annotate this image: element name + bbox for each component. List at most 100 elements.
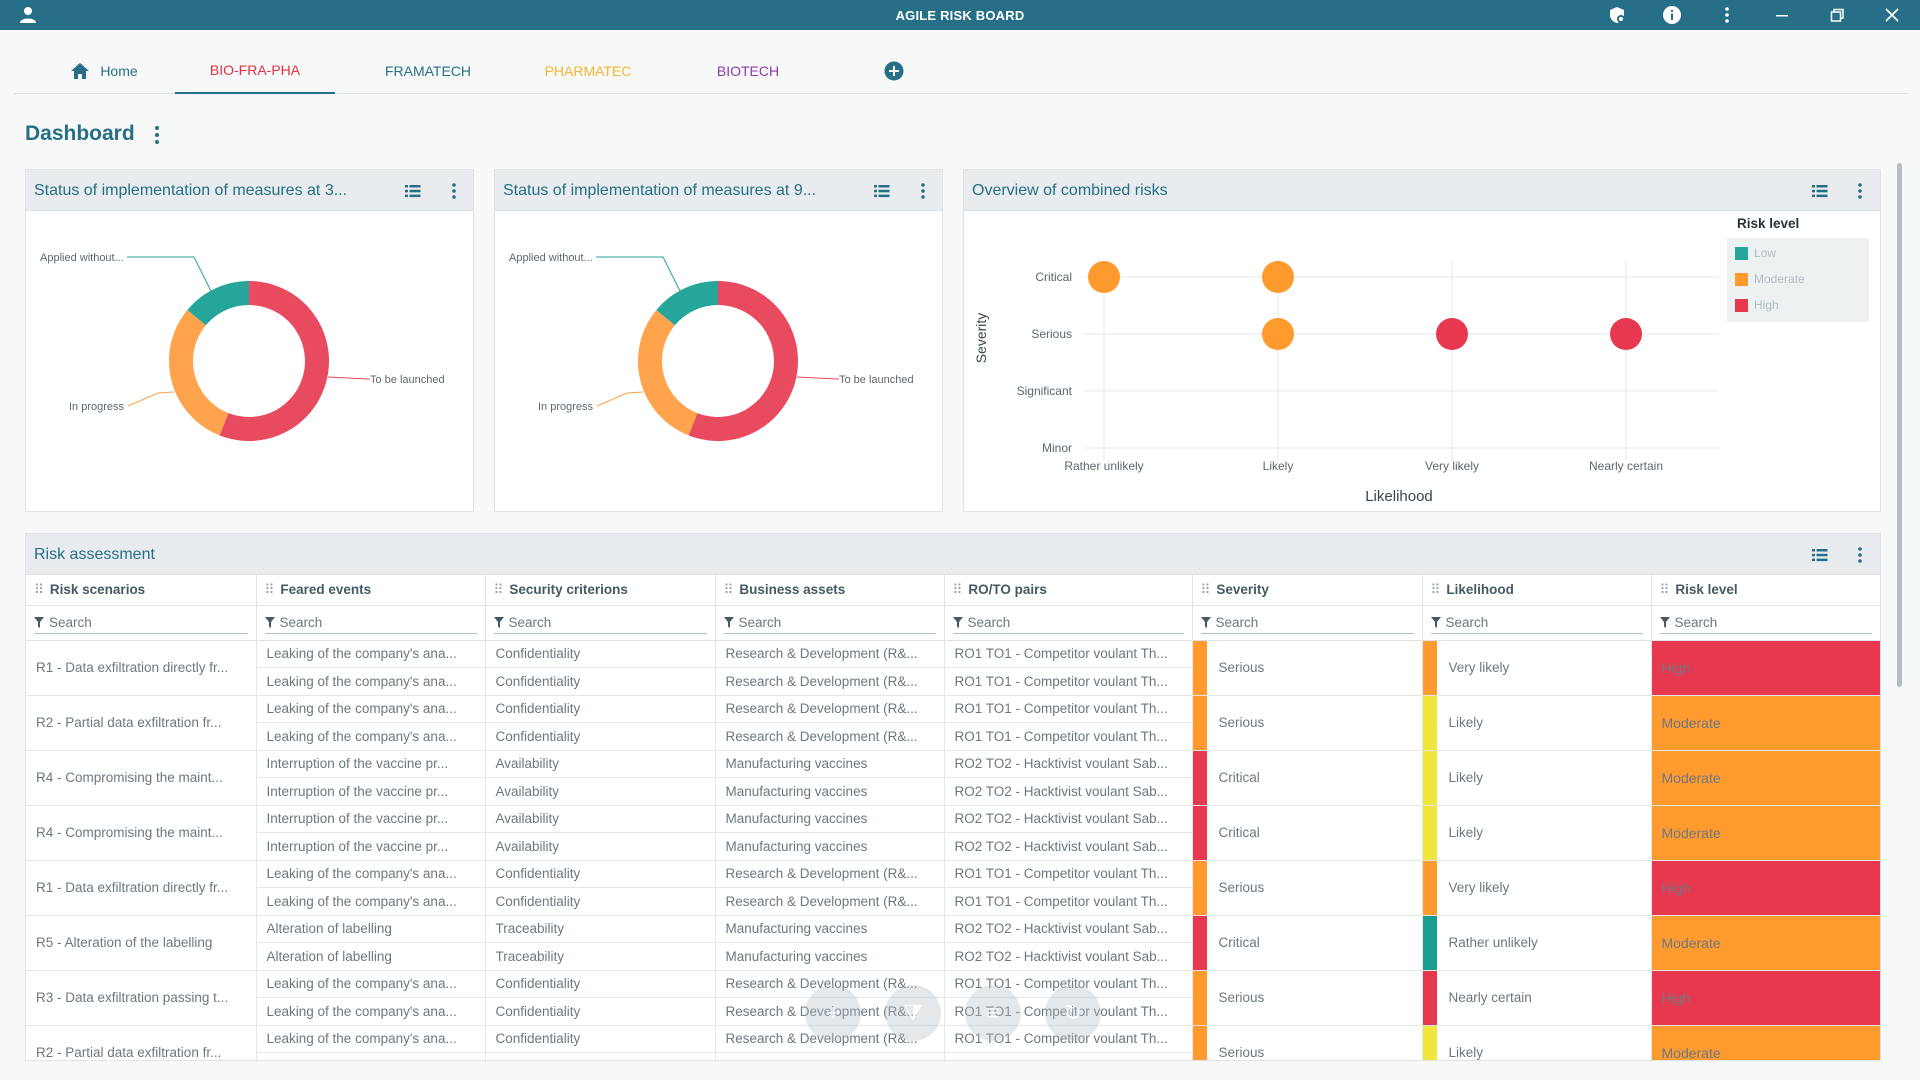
column-header[interactable]: ⠿ RO/TO pairs [944,575,1193,606]
feared-event-cell[interactable]: Leaking of the company's ana... [256,997,486,1026]
table-row[interactable]: R4 - Compromising the maint... Interrupti… [26,805,1880,861]
table-row[interactable]: Leaking of the company's ana...Confident… [26,1052,1880,1060]
risk-bubble[interactable] [1436,318,1468,350]
ro-to-pair-cell[interactable]: RO2 TO2 - Hacktivist voulant Sab... [944,832,1193,861]
table-row[interactable]: Alteration of labelling Traceability Manuf… [26,942,1880,971]
column-header[interactable]: ⠿ Severity [1192,575,1423,606]
search-input[interactable]: Search [264,612,477,634]
risk-scenario-cell[interactable]: R2 - Partial data exfiltration fr... [26,695,257,751]
fab-refresh[interactable]: ↻ [1045,985,1101,1041]
feared-event-cell[interactable]: Interruption of the vaccine pr... [256,750,486,778]
legend-item[interactable]: High [1735,298,1779,312]
ro-to-pair-cell[interactable]: RO1 TO1 - Competitor voulant Th... [944,997,1193,1026]
ro-to-pair-cell[interactable]: RO1 TO1 - Competitor voulant Th... [944,640,1193,668]
likelihood-cell[interactable]: Likely [1422,695,1652,751]
feared-event-cell[interactable]: Leaking of the company's ana... [256,695,486,723]
feared-event-cell[interactable]: Leaking of the company's ana... [256,667,486,696]
risk-scenario-cell[interactable]: R1 - Data exfiltration directly fr... [26,640,257,696]
likelihood-cell[interactable]: Likely [1422,805,1652,861]
more-vertical-icon[interactable] [913,181,933,201]
feared-event-cell[interactable]: Leaking of the company's ana... [256,887,486,916]
risk-level-cell[interactable]: High [1651,970,1880,1026]
security-criterion-cell[interactable]: Confidentiality [485,722,716,751]
table-row[interactable]: R1 - Data exfiltration directly fr... Lea… [26,640,1880,696]
security-criterion-cell[interactable]: Confidentiality [485,997,716,1026]
table-row[interactable]: Leaking of the company's ana...Confident… [26,722,1880,751]
risk-level-cell[interactable]: Moderate [1651,750,1880,806]
business-asset-cell[interactable]: Research & Development (R&... [715,1025,945,1053]
donut-slice[interactable] [638,310,698,436]
severity-cell[interactable]: Serious [1192,640,1423,696]
business-asset-cell[interactable]: Manufacturing vaccines [715,777,945,806]
drag-handle-icon[interactable]: ⠿ [34,581,44,597]
feared-event-cell[interactable]: Leaking of the company's ana... [256,970,486,998]
security-criterion-cell[interactable]: Confidentiality [485,887,716,916]
column-header[interactable]: ⠿ Feared events [256,575,486,606]
table-row[interactable]: Interruption of the vaccine pr... Availab… [26,777,1880,806]
donut-slice[interactable] [169,310,229,436]
security-criterion-cell[interactable]: Availability [485,832,716,861]
business-asset-cell[interactable]: Research & Development (R&... [715,722,945,751]
severity-cell[interactable]: Critical [1192,805,1423,861]
security-criterion-cell[interactable]: Confidentiality [485,695,716,723]
risk-level-cell[interactable]: Moderate [1651,1025,1880,1060]
likelihood-cell[interactable]: Rather unlikely [1422,915,1652,971]
feared-event-cell[interactable]: Interruption of the vaccine pr... [256,777,486,806]
risk-bubble[interactable] [1262,318,1294,350]
severity-cell[interactable]: Serious [1192,860,1423,916]
feared-event-cell[interactable]: Interruption of the vaccine pr... [256,805,486,833]
business-asset-cell[interactable]: Research & Development (R&... [715,667,945,696]
severity-cell[interactable]: Critical [1192,750,1423,806]
business-asset-cell[interactable]: Research & Development (R&... [715,860,945,888]
security-criterion-cell[interactable]: Confidentiality [485,640,716,668]
risk-bubble[interactable] [1088,261,1120,293]
security-criterion-cell[interactable]: Availability [485,750,716,778]
ro-to-pair-cell[interactable]: RO1 TO1 - Competitor voulant Th... [944,887,1193,916]
ro-to-pair-cell[interactable]: RO1 TO1 - Competitor voulant Th... [944,695,1193,723]
more-vertical-icon[interactable] [1850,181,1870,201]
business-asset-cell[interactable]: Research & Development (R&... [715,887,945,916]
business-asset-cell[interactable]: Research & Development (R&... [715,970,945,998]
add-tab-button[interactable] [874,48,914,94]
ro-to-pair-cell[interactable]: RO1 TO1 - Competitor voulant Th... [944,722,1193,751]
business-asset-cell[interactable]: Research & Development (R&... [715,640,945,668]
search-input[interactable]: Search [493,612,707,634]
severity-cell[interactable]: Critical [1192,915,1423,971]
list-view-icon[interactable] [872,181,892,201]
business-asset-cell[interactable]: Manufacturing vaccines [715,915,945,943]
business-asset-cell[interactable]: Manufacturing vaccines [715,942,945,971]
table-row[interactable]: R5 - Alteration of the labelling Alterati… [26,915,1880,971]
ro-to-pair-cell[interactable]: RO2 TO2 - Hacktivist voulant Sab... [944,750,1193,778]
ro-to-pair-cell[interactable]: RO1 TO1 - Competitor voulant Th... [944,860,1193,888]
security-criterion-cell[interactable]: Traceability [485,915,716,943]
risk-scenario-cell[interactable]: R2 - Partial data exfiltration fr... [26,1025,257,1060]
minimize-icon[interactable] [1772,5,1792,25]
info-icon[interactable] [1662,5,1682,25]
feared-event-cell[interactable]: Alteration of labelling [256,915,486,943]
restore-icon[interactable] [1827,5,1847,25]
search-input[interactable]: Search [723,612,936,634]
tab-framatech[interactable]: FRAMATECH [348,48,508,94]
table-row[interactable]: Leaking of the company's ana...Confident… [26,887,1880,916]
search-input[interactable]: Search [952,612,1184,634]
business-asset-cell[interactable]: Research & Development (R&... [715,997,945,1026]
risk-level-cell[interactable]: Moderate [1651,695,1880,751]
feared-event-cell[interactable]: Alteration of labelling [256,942,486,971]
feared-event-cell[interactable]: Interruption of the vaccine pr... [256,832,486,861]
more-vertical-icon[interactable] [1850,545,1870,565]
security-criterion-cell[interactable]: Availability [485,777,716,806]
likelihood-cell[interactable]: Very likely [1422,640,1652,696]
tab-biotech[interactable]: BIOTECH [668,48,828,94]
likelihood-cell[interactable]: Nearly certain [1422,970,1652,1026]
business-asset-cell[interactable]: Manufacturing vaccines [715,750,945,778]
security-criterion-cell[interactable]: Traceability [485,942,716,971]
user-icon[interactable] [18,5,38,25]
dashboard-more-icon[interactable] [147,124,167,146]
risk-scenario-cell[interactable]: R4 - Compromising the maint... [26,805,257,861]
risk-level-cell[interactable]: High [1651,860,1880,916]
business-asset-cell[interactable]: Manufacturing vaccines [715,805,945,833]
likelihood-cell[interactable]: Likely [1422,1025,1652,1060]
search-input[interactable]: Search [34,612,248,634]
ro-to-pair-cell[interactable]: RO2 TO2 - Hacktivist voulant Sab... [944,805,1193,833]
security-criterion-cell[interactable]: Confidentiality [485,860,716,888]
